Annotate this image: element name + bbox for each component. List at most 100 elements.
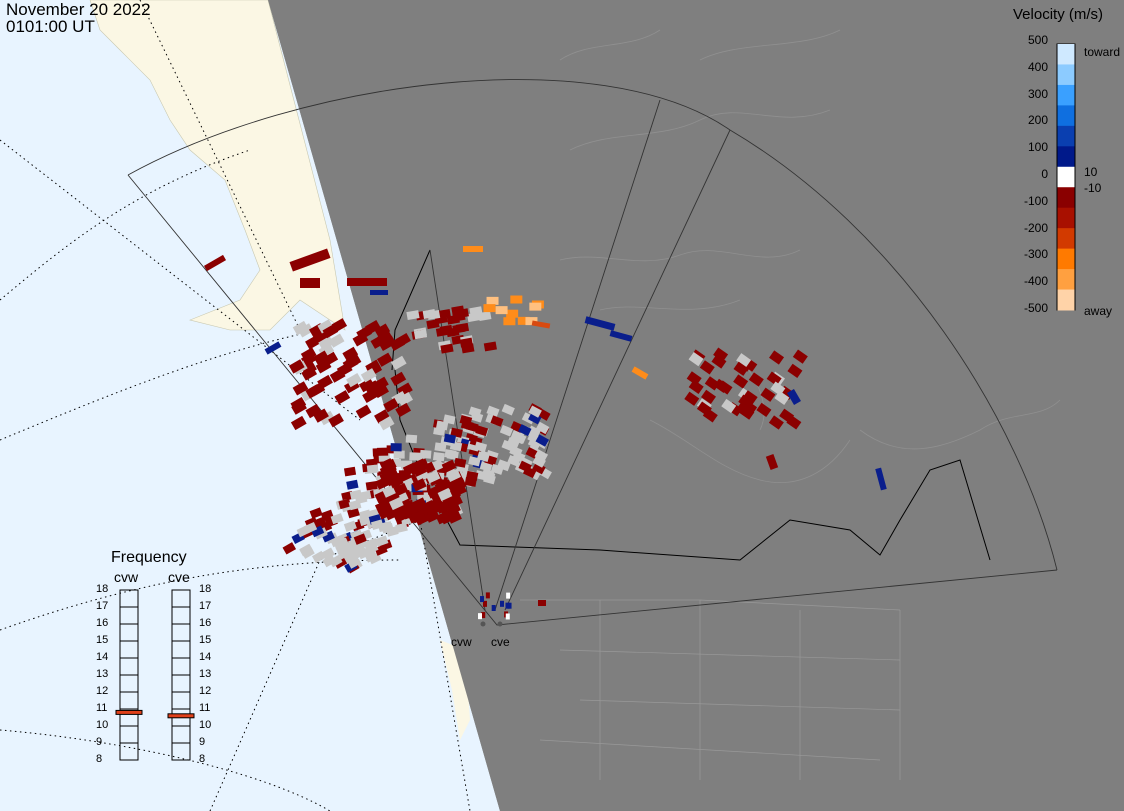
radar-echoes — [203, 246, 887, 620]
echo-cell — [792, 349, 808, 364]
echo-cell — [388, 504, 404, 519]
colorbar-segment — [1057, 105, 1075, 127]
echo-cell — [779, 408, 795, 423]
echo-cell — [347, 278, 387, 286]
echo-cell — [631, 366, 649, 380]
velocity-tick: 300 — [1027, 86, 1048, 101]
echo-cell — [713, 347, 729, 362]
echo-cell — [343, 466, 357, 477]
echo-cell — [875, 467, 887, 491]
velocity-tick: 400 — [1027, 59, 1048, 74]
echo-cell — [425, 470, 441, 484]
echo-cell — [742, 390, 758, 405]
echo-cell — [437, 487, 453, 502]
echo-cell — [499, 424, 514, 437]
echo-cell — [454, 457, 467, 468]
echo-cell — [517, 316, 530, 325]
echo-cell — [510, 295, 523, 304]
echo-cell — [373, 383, 389, 399]
echo-cell — [313, 350, 330, 365]
echo-cell — [688, 379, 704, 394]
frequency-label-right: 8 — [199, 753, 206, 765]
echo-cell — [365, 480, 378, 491]
echo-cell — [353, 533, 367, 545]
echo-cell — [342, 356, 359, 371]
echo-cell — [375, 535, 389, 547]
echo-cell — [448, 494, 463, 508]
frequency-label-right: 9 — [199, 736, 206, 748]
echo-cell — [305, 384, 322, 399]
echo-cell — [388, 475, 404, 489]
echo-cell — [356, 325, 373, 341]
echo-cell — [311, 550, 326, 564]
echo-cell — [334, 390, 351, 405]
echo-cell — [701, 389, 717, 404]
echo-cell — [478, 613, 483, 620]
echo-cell — [378, 416, 395, 431]
echo-cell — [317, 374, 333, 390]
echo-cell — [426, 319, 440, 330]
frequency-label-right: 15 — [199, 634, 212, 646]
echo-cell — [288, 359, 305, 374]
echo-cell — [476, 451, 490, 463]
echo-cell — [347, 556, 361, 569]
echo-cell — [495, 306, 508, 315]
away-label: away — [1084, 304, 1113, 318]
colorbar-segment — [1057, 207, 1075, 229]
echo-cell — [338, 498, 352, 510]
echo-cell — [435, 511, 451, 525]
echo-cell — [518, 460, 532, 473]
frequency-label-right: 11 — [199, 702, 211, 714]
radar-label-cve: cve — [491, 635, 510, 649]
echo-cell — [435, 420, 449, 431]
colorbar-segment — [1057, 269, 1075, 291]
echo-cell — [733, 374, 749, 389]
echo-cell — [395, 522, 408, 533]
echo-cell — [388, 496, 404, 511]
velocity-tick: -200 — [1023, 220, 1048, 235]
frequency-title: Frequency — [111, 549, 187, 566]
echo-cell — [538, 600, 546, 606]
echo-cell — [300, 278, 320, 288]
echo-cell — [688, 351, 704, 367]
colorbar-segment — [1057, 64, 1075, 86]
echo-cell — [330, 513, 344, 525]
echo-cell — [335, 542, 349, 555]
echo-cell — [347, 507, 360, 519]
echo-cell — [529, 302, 542, 311]
echo-cell — [346, 372, 362, 388]
echo-cell — [441, 459, 457, 473]
echo-cell — [528, 405, 542, 418]
echo-cell — [510, 430, 524, 443]
echo-cell — [483, 341, 497, 352]
echo-cell — [380, 335, 397, 350]
echo-cell — [374, 544, 388, 556]
echo-cell — [525, 317, 538, 326]
radar-site-cve — [497, 621, 503, 627]
echo-cell — [346, 479, 359, 490]
echo-cell — [711, 354, 727, 369]
colorbar-segment — [1057, 248, 1075, 270]
echo-cell — [402, 503, 418, 517]
echo-cell — [464, 476, 477, 487]
echo-cell — [455, 308, 469, 319]
echo-cell — [486, 405, 500, 418]
echo-cell — [481, 468, 495, 480]
echo-cell — [377, 330, 393, 345]
frequency-label-right: 16 — [199, 617, 212, 629]
frequency-label-left: 10 — [96, 719, 109, 731]
night-shading — [268, 0, 1124, 811]
velocity-tick: -300 — [1023, 247, 1048, 262]
colorbar-segment — [1057, 166, 1075, 188]
echo-cell — [364, 380, 380, 395]
frequency-radar-cve: cve — [168, 569, 190, 585]
echo-cell — [452, 483, 467, 497]
echo-cell — [459, 337, 473, 348]
echo-cell — [365, 542, 379, 554]
echo-cell — [444, 449, 457, 459]
toward-label: toward — [1084, 45, 1121, 59]
echo-cell — [346, 549, 361, 562]
colorbar-segment — [1057, 44, 1075, 65]
echo-cell — [332, 535, 346, 548]
